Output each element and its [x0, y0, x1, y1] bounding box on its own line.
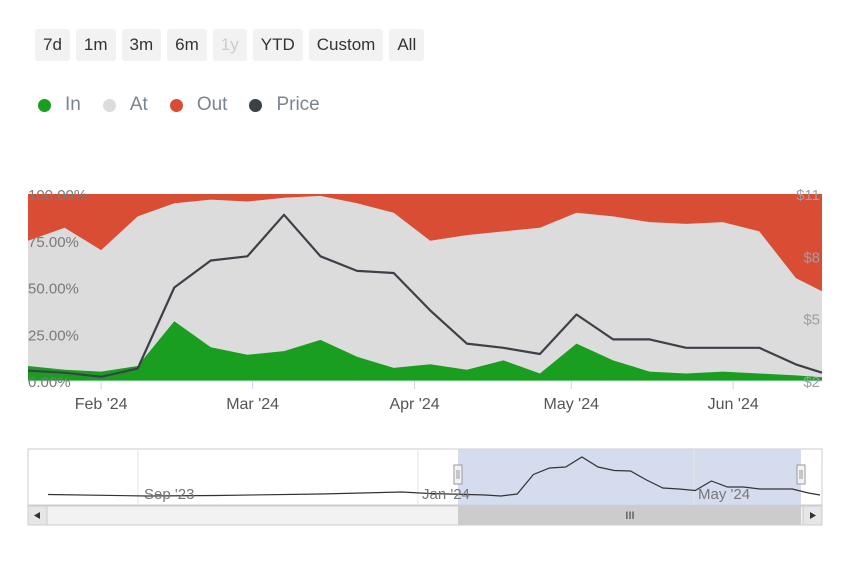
arrow-left-icon [34, 512, 40, 519]
series-price-line [27, 213, 823, 378]
y-right-tick-label: $8 [803, 249, 820, 266]
legend-item-at[interactable]: At [102, 94, 148, 116]
range-button-all[interactable]: All [389, 29, 425, 61]
navigator-tick-label: May '24 [698, 486, 750, 503]
x-tick-label: May '24 [543, 396, 599, 413]
x-tick-label: Jun '24 [708, 396, 759, 413]
range-button-1y: 1y [212, 29, 247, 61]
range-button-3m[interactable]: 3m [121, 29, 162, 61]
navigator: Sep '23 Jan '24 May '24 III [27, 448, 823, 526]
range-button-ytd[interactable]: YTD [252, 29, 303, 61]
legend-label: Out [196, 94, 228, 115]
arrow-right-icon [810, 512, 816, 519]
y-right-tick-label: $5 [803, 312, 820, 329]
navigator-tick-label: Jan '24 [422, 486, 470, 503]
navigator-price-line [47, 456, 821, 497]
navigator-tick-label: Sep '23 [144, 486, 194, 503]
series-in-area [28, 321, 822, 381]
series-out-area [28, 194, 822, 292]
legend-label: At [129, 94, 148, 115]
y-left-tick-label: 100.00% [28, 187, 87, 204]
navigator-handle-left[interactable] [453, 464, 463, 485]
legend-item-out[interactable]: Out [169, 94, 228, 116]
y-right-tick-label: $11 [796, 187, 820, 204]
range-selector: 7d 1m 3m 6m 1y YTD Custom All [35, 29, 425, 61]
scrollbar-thumb[interactable] [458, 506, 801, 525]
legend-item-price[interactable]: Price [249, 94, 320, 116]
x-tick-label: Mar '24 [226, 396, 279, 413]
y-left-tick-label: 75.00% [28, 234, 79, 251]
range-button-6m[interactable]: 6m [167, 29, 207, 61]
plot-area [27, 194, 823, 381]
legend-label: In [65, 94, 81, 115]
legend-marker-icon [169, 98, 183, 112]
navigator-handle-right[interactable] [796, 464, 806, 485]
scrollbar-grip-icon: III [625, 510, 634, 522]
legend-marker-icon [249, 98, 263, 112]
y-left-tick-label: 0.00% [28, 374, 71, 391]
y-left-tick-label: 25.00% [28, 327, 79, 344]
y-right-tick-label: $2 [803, 374, 820, 391]
range-button-1m[interactable]: 1m [75, 29, 116, 61]
axes: Feb '24 Mar '24 Apr '24 May '24 Jun '24 0.00%… [28, 187, 822, 413]
series-at-area [28, 194, 822, 381]
range-button-7d[interactable]: 7d [35, 29, 70, 61]
range-button-custom[interactable]: Custom [308, 29, 384, 61]
x-tick-label: Apr '24 [389, 396, 439, 413]
navigator-selected-range [458, 449, 801, 505]
y-left-tick-label: 50.00% [28, 281, 79, 298]
legend-label: Price [276, 94, 320, 115]
legend-item-in[interactable]: In [38, 94, 81, 116]
x-tick-label: Feb '24 [75, 396, 128, 413]
chart-legend: In At Out Price [38, 94, 320, 116]
legend-marker-icon [102, 98, 116, 112]
legend-marker-icon [38, 98, 51, 112]
